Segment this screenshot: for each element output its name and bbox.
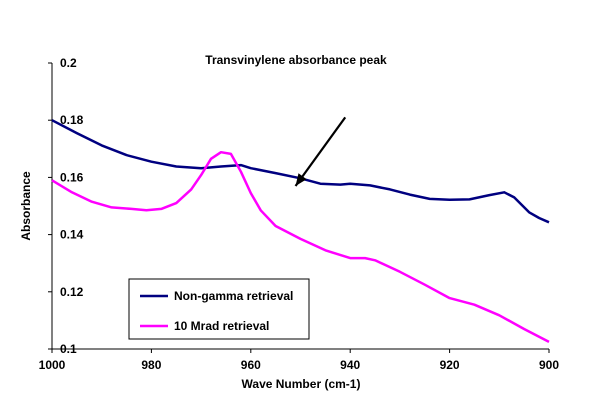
y-tick-label: 0.2	[60, 56, 77, 70]
y-tick-label: 0.16	[60, 170, 84, 184]
y-axis-title: Absorbance	[19, 171, 33, 241]
x-tick-label: 920	[440, 358, 460, 372]
legend: Non-gamma retrieval 10 Mrad retrieval	[128, 278, 310, 340]
annotation-title: Transvinylene absorbance peak	[205, 53, 387, 67]
x-axis-title: Wave Number (cm-1)	[242, 377, 361, 391]
series-line-non-gamma	[51, 119, 550, 224]
plot-area: 0.1 0.12 0.14 0.16 0.18 0.2 1000 980 960 940 920 90…	[39, 56, 560, 372]
legend-label-10-mrad: 10 Mrad retrieval	[174, 319, 269, 333]
x-tick-label: 900	[539, 358, 559, 372]
legend-label-non-gamma: Non-gamma retrieval	[174, 289, 293, 303]
annotation-arrow-head	[295, 173, 307, 186]
legend-box	[128, 278, 310, 340]
y-tick-label: 0.1	[60, 342, 77, 356]
x-tick-label: 980	[141, 358, 161, 372]
y-tick-label: 0.18	[60, 113, 84, 127]
x-tick-label: 960	[241, 358, 261, 372]
x-tick-label: 1000	[39, 358, 66, 372]
x-tick-label: 940	[340, 358, 360, 372]
annotation-arrow-shaft	[294, 116, 347, 187]
y-tick-label: 0.12	[60, 285, 84, 299]
y-tick-label: 0.14	[60, 228, 84, 242]
series-line-10-mrad	[51, 150, 550, 344]
